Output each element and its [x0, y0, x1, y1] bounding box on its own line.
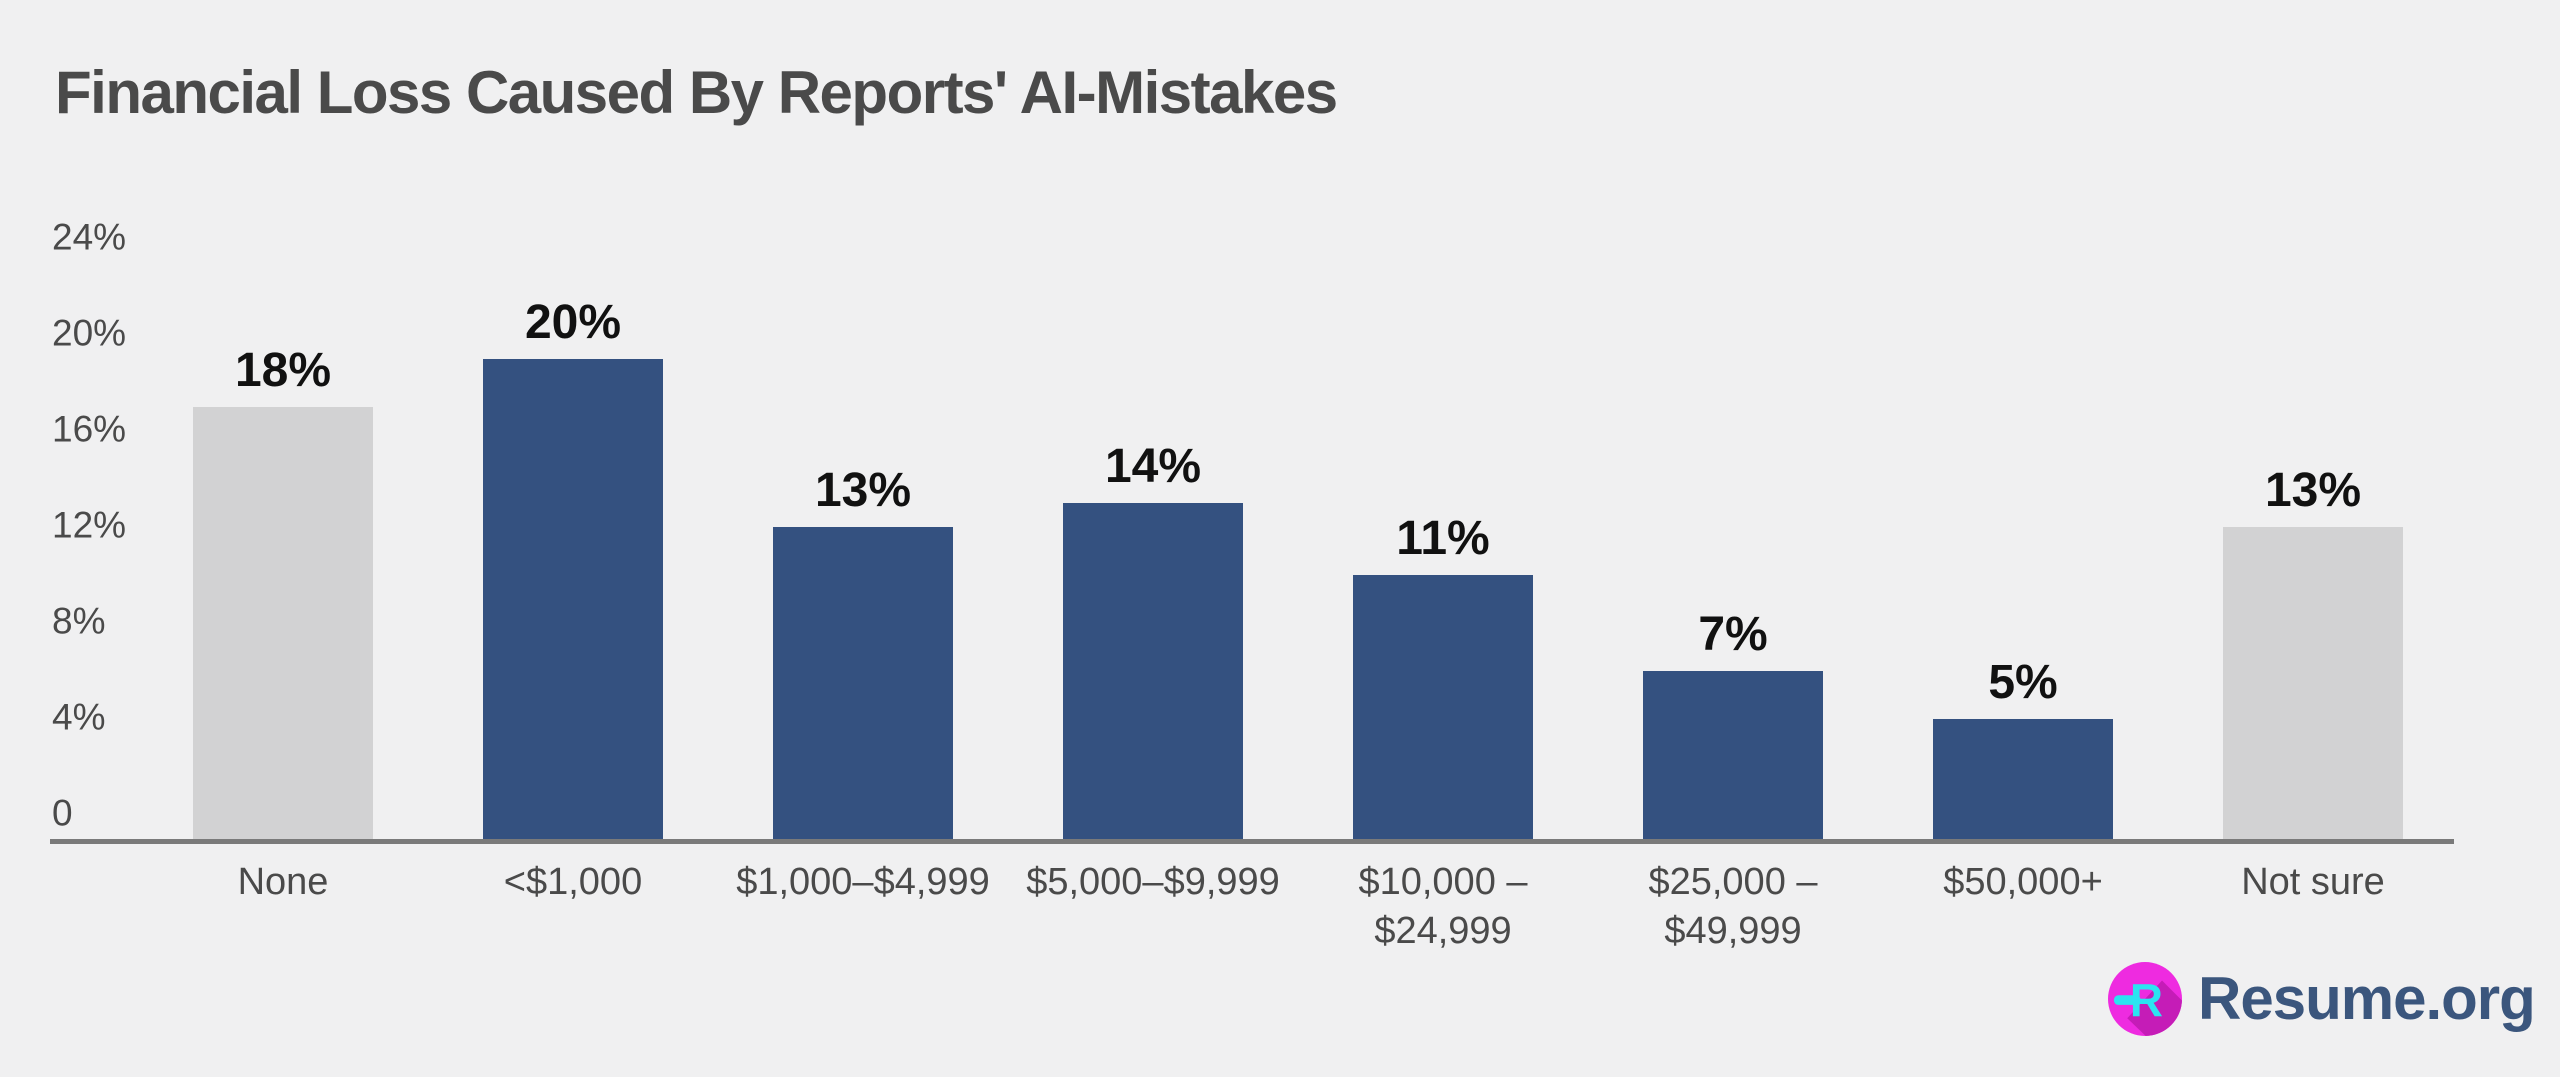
bar-value-label: 5%: [1988, 656, 2058, 709]
y-axis-tick-label: 20%: [52, 312, 127, 354]
y-axis-tick-label: 24%: [52, 216, 127, 258]
resume-org-logo: R Resume.org: [2108, 962, 2536, 1036]
bar: [193, 407, 373, 839]
bar: [773, 527, 953, 839]
category-label: $5,000–$9,999: [1026, 861, 1280, 903]
page-title: Financial Loss Caused By Reports' AI-Mis…: [55, 59, 1338, 126]
category-label: Not sure: [2241, 861, 2385, 903]
category-label: <$1,000: [503, 861, 643, 903]
y-axis-tick-label: 12%: [52, 504, 127, 546]
bar-value-label: 20%: [524, 296, 622, 349]
bar-value-label: 7%: [1698, 608, 1768, 661]
bar: [1353, 575, 1533, 839]
logo-letter: R: [2130, 974, 2163, 1026]
bar: [1643, 671, 1823, 839]
bar-value-label: 13%: [2264, 464, 2362, 517]
bar: [1063, 503, 1243, 839]
category-label: $10,000 – $24,999: [1358, 861, 1528, 953]
logo-crossbar: [2113, 995, 2141, 1005]
y-axis-tick-label: 0: [52, 792, 73, 834]
category-label: $25,000 – $49,999: [1648, 861, 1818, 953]
category-label: $50,000+: [1943, 861, 2103, 903]
resume-org-logo-icon: R: [2108, 962, 2182, 1036]
bar-value-label: 11%: [1396, 512, 1490, 565]
logo-text: Resume.org: [2198, 965, 2536, 1032]
category-label: None: [237, 861, 329, 903]
bar: [2223, 527, 2403, 839]
bar-value-label: 18%: [234, 344, 332, 397]
bar: [483, 359, 663, 839]
bar: [1933, 719, 2113, 839]
bar-value-label: 13%: [814, 464, 912, 517]
bar-value-label: 14%: [1104, 440, 1202, 493]
category-label: $1,000–$4,999: [736, 861, 990, 903]
y-axis-tick-label: 16%: [52, 408, 127, 450]
y-axis-tick-label: 8%: [52, 600, 106, 642]
y-axis-tick-label: 4%: [52, 696, 106, 738]
x-axis-line: [50, 839, 2454, 844]
